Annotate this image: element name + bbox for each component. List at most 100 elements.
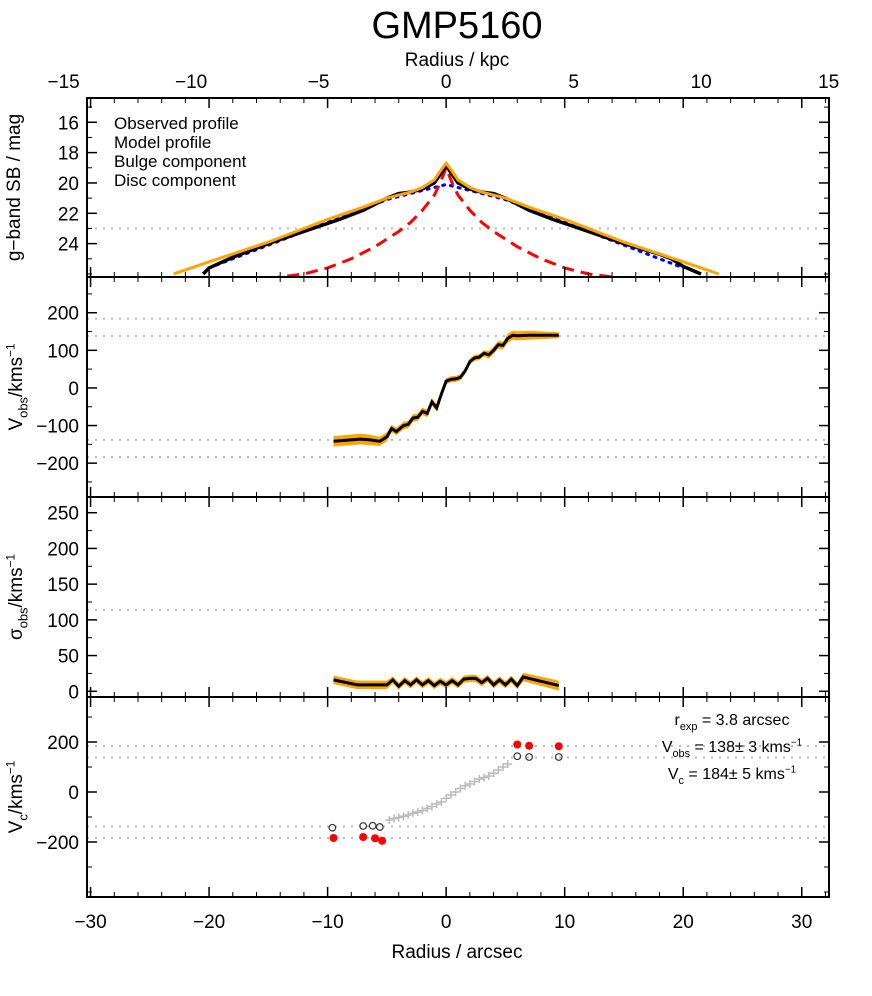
bottom-tick-label: 30	[791, 912, 812, 933]
plus-point	[465, 780, 474, 788]
filled-circle-point	[513, 740, 522, 749]
bottom-tick-label: −20	[193, 912, 225, 933]
panel-frame	[86, 696, 830, 898]
plus-point	[389, 814, 398, 823]
filled-circle-point	[378, 836, 387, 845]
plus-point	[446, 791, 455, 799]
y-tick-label: 20	[58, 174, 79, 195]
plus-point	[408, 809, 417, 818]
panel-velocity: −200 −100 0 100 200 Vobs/kms−1	[4, 276, 830, 498]
series-disc-component	[207, 182, 685, 270]
top-tick-label: −10	[175, 72, 207, 93]
plus-point	[489, 769, 498, 778]
top-tick-label: −15	[48, 72, 80, 93]
series-observed-line	[333, 675, 560, 689]
y-tick-label: 50	[58, 647, 79, 668]
plus-point	[480, 773, 489, 782]
plus-point	[470, 777, 479, 786]
top-tick-label: −5	[308, 72, 330, 93]
top-axis-label: Radius / kpc	[405, 50, 510, 71]
plus-point	[418, 806, 427, 815]
open-circle-point	[554, 753, 563, 761]
open-circle-point	[525, 753, 534, 761]
top-axis: −15 −10 −5 0 5 10 15	[48, 72, 840, 93]
bottom-tick-label: 10	[554, 912, 575, 933]
series-bulge-component	[268, 163, 624, 277]
y-tick-label: 200	[47, 304, 79, 325]
plus-point	[484, 772, 493, 780]
y-tick-label: −200	[36, 833, 79, 854]
annotations: rexp = 3.8 arcsec Vobs = 138± 3 kms−1 Vc =…	[662, 712, 803, 787]
top-tick-label: 10	[691, 72, 712, 93]
series-observed-line	[333, 333, 559, 443]
plus-point	[442, 794, 451, 803]
y-tick-label: 200	[47, 733, 79, 754]
plus-point	[385, 816, 394, 824]
plus-point	[432, 800, 441, 808]
y-tick-label: 100	[47, 341, 79, 362]
panel-circular-velocity: rexp = 3.8 arcsec Vobs = 138± 3 kms−1 Vc =…	[4, 696, 830, 898]
plot-area-velocity	[87, 317, 829, 459]
open-circle-point	[328, 823, 337, 832]
plus-point	[423, 804, 432, 813]
plus-point	[413, 808, 422, 816]
bottom-tick-label: 20	[673, 912, 694, 933]
y-tick-label: −100	[36, 417, 79, 438]
plus-point	[427, 802, 436, 811]
annotation-vobs: Vobs = 138± 3 kms−1	[662, 738, 803, 760]
filled-circle-point	[329, 834, 338, 842]
plus-point	[399, 812, 408, 821]
y-tick-label: 100	[47, 611, 79, 632]
y-axis-label: Vobs/kms−1	[4, 343, 30, 430]
plus-point	[404, 811, 413, 819]
plus-point	[394, 813, 403, 822]
legend-item: Bulge component	[114, 152, 247, 171]
legend-item: Disc component	[114, 171, 236, 190]
y-tick-label: 16	[58, 113, 79, 134]
plus-point	[437, 798, 446, 806]
y-tick-label: 0	[68, 783, 79, 804]
bottom-tick-label: −30	[74, 912, 106, 933]
y-tick-label: 24	[58, 235, 80, 256]
open-circle-point	[368, 821, 377, 830]
plot-area-surface-brightness	[87, 160, 829, 277]
bottom-tick-label: −10	[311, 912, 343, 933]
y-tick-label: 250	[47, 504, 79, 525]
plus-point	[503, 760, 512, 768]
filled-circle-point	[525, 741, 534, 750]
y-tick-label: 18	[58, 144, 79, 165]
y-tick-label: 200	[47, 539, 79, 560]
annotation-rexp: rexp = 3.8 arcsec	[675, 712, 790, 733]
legend-item: Observed profile	[114, 114, 239, 133]
y-tick-label: 150	[47, 575, 79, 596]
y-tick-label: 0	[68, 682, 79, 703]
bottom-axis-label: Radius / arcsec	[392, 942, 523, 963]
y-axis-label: σobs/kms−1	[4, 554, 30, 640]
error-band	[333, 330, 559, 447]
top-tick-label: 0	[441, 72, 452, 93]
top-tick-label: 15	[818, 72, 839, 93]
legend-item: Model profile	[114, 133, 211, 152]
plot-area-circular-velocity	[87, 740, 829, 845]
plus-point	[456, 784, 465, 793]
plot-area-dispersion	[87, 608, 829, 691]
bottom-axis: −30 −20 −10 0 10 20 30	[74, 912, 812, 933]
annotation-vc: Vc = 184± 5 kms−1	[668, 765, 797, 787]
chart-title: GMP5160	[371, 5, 542, 47]
y-tick-label: −200	[36, 454, 79, 475]
panel-frame	[86, 276, 830, 498]
plus-point	[494, 766, 503, 774]
top-tick-label: 5	[568, 72, 579, 93]
plus-point	[475, 775, 484, 783]
y-axis-label: g−band SB / mag	[4, 114, 25, 261]
plus-point	[461, 781, 470, 790]
plus-point	[451, 788, 460, 796]
filled-circle-point	[359, 833, 368, 841]
error-band	[333, 672, 559, 691]
panel-dispersion: 0 50 100 150 200 250 σobs/kms−1	[4, 496, 830, 703]
open-circle-point	[513, 752, 522, 761]
open-circle-point	[375, 823, 384, 831]
filled-circle-point	[554, 742, 563, 751]
